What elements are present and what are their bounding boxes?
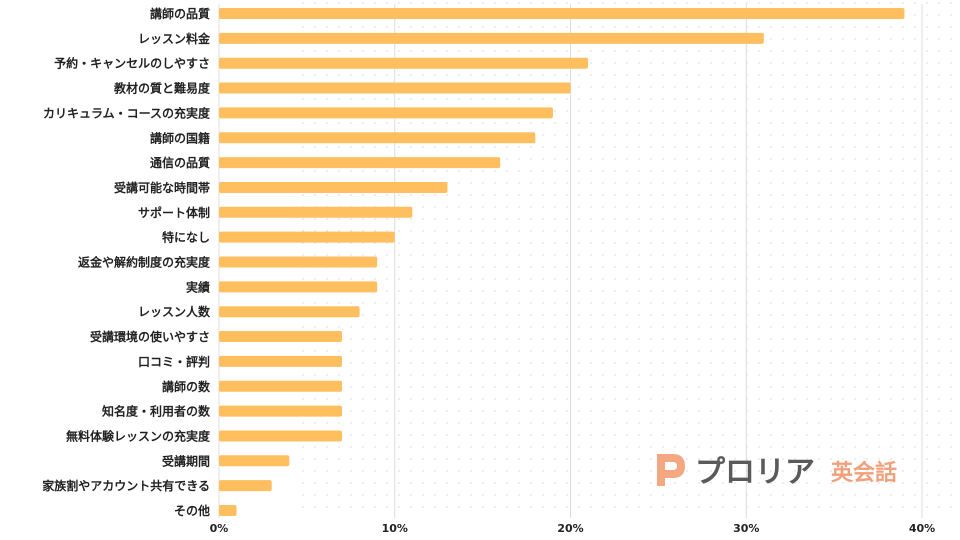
dotted-background xyxy=(300,0,960,515)
category-label: 口コミ・評判 xyxy=(138,354,210,369)
category-label: 受講期間 xyxy=(162,453,210,468)
category-label: サポート体制 xyxy=(138,205,210,220)
logo-suffix: 英会話 xyxy=(831,460,897,486)
category-label: カリキュラム・コースの充実度 xyxy=(43,105,211,120)
category-label: 家族割やアカウント共有できる xyxy=(42,478,210,493)
category-label: 受講可能な時間帯 xyxy=(114,180,210,195)
bar xyxy=(219,8,905,19)
bar xyxy=(219,107,553,119)
bar xyxy=(219,132,536,144)
bar xyxy=(219,82,571,94)
category-label: その他 xyxy=(174,503,210,518)
x-tick-label: 10% xyxy=(382,522,408,535)
x-tick-label: 20% xyxy=(557,522,583,535)
bar xyxy=(219,331,343,343)
logo-name: プロリア xyxy=(695,455,815,490)
x-tick-label: 30% xyxy=(733,522,759,535)
category-label: 教材の質と難易度 xyxy=(113,81,211,96)
x-axis-ticks: 0% 10% 20% 30% 40% xyxy=(210,522,936,535)
bar xyxy=(219,32,764,44)
bar xyxy=(219,256,378,268)
category-label: レッスン料金 xyxy=(138,31,211,46)
bar xyxy=(219,206,413,218)
p-mark-icon xyxy=(657,454,685,486)
category-label: 講師の品質 xyxy=(150,6,210,21)
category-label: レッスン人数 xyxy=(138,304,211,319)
bar xyxy=(219,355,343,367)
category-label: 特になし xyxy=(162,230,210,245)
bar xyxy=(219,57,589,69)
bar xyxy=(219,405,343,417)
bar xyxy=(219,306,360,318)
bars xyxy=(219,8,905,516)
category-label: 返金や解約制度の充実度 xyxy=(78,255,211,270)
bar xyxy=(219,380,343,392)
category-label: 予約・キャンセルのしやすさ xyxy=(54,56,210,71)
bar xyxy=(219,157,501,169)
category-label: 講師の国籍 xyxy=(150,130,210,145)
category-labels: 講師の品質レッスン料金予約・キャンセルのしやすさ教材の質と難易度カリキュラム・コ… xyxy=(42,6,211,518)
category-label: 通信の品質 xyxy=(150,155,210,170)
category-label: 実績 xyxy=(186,279,210,294)
category-label: 無料体験レッスンの充実度 xyxy=(66,428,211,443)
bar xyxy=(219,430,343,442)
bar xyxy=(219,181,448,193)
bar xyxy=(219,480,272,492)
bar xyxy=(219,231,395,243)
bar xyxy=(219,505,237,516)
category-label: 受講環境の使いやすさ xyxy=(90,329,210,344)
bar xyxy=(219,281,378,293)
x-tick-label: 40% xyxy=(909,522,935,535)
bar xyxy=(219,455,290,467)
proria-logo: プロリア 英会話 xyxy=(657,454,897,490)
x-tick-label: 0% xyxy=(210,522,229,535)
category-label: 知名度・利用者の数 xyxy=(101,404,211,419)
category-label: 講師の数 xyxy=(162,379,211,394)
